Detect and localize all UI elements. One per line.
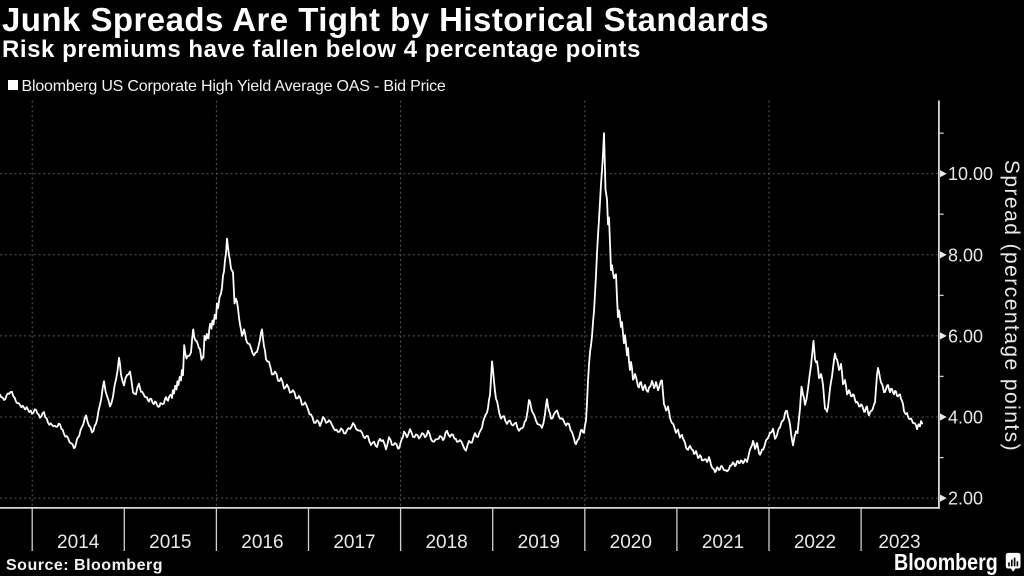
svg-text:2.00: 2.00: [948, 489, 983, 509]
svg-text:10.00: 10.00: [948, 164, 993, 184]
svg-text:2018: 2018: [425, 532, 467, 553]
svg-text:2019: 2019: [518, 532, 560, 553]
svg-text:Spread (percentage points): Spread (percentage points): [1000, 160, 1023, 452]
svg-text:8.00: 8.00: [948, 245, 983, 265]
svg-text:4.00: 4.00: [948, 408, 983, 428]
svg-text:2022: 2022: [794, 532, 836, 553]
svg-text:2016: 2016: [241, 532, 283, 553]
svg-text:6.00: 6.00: [948, 326, 983, 346]
svg-text:2023: 2023: [878, 532, 920, 553]
svg-text:2021: 2021: [702, 532, 744, 553]
svg-text:2017: 2017: [333, 532, 375, 553]
svg-text:2014: 2014: [57, 532, 100, 553]
svg-text:2020: 2020: [610, 532, 652, 553]
svg-text:2015: 2015: [149, 532, 191, 553]
